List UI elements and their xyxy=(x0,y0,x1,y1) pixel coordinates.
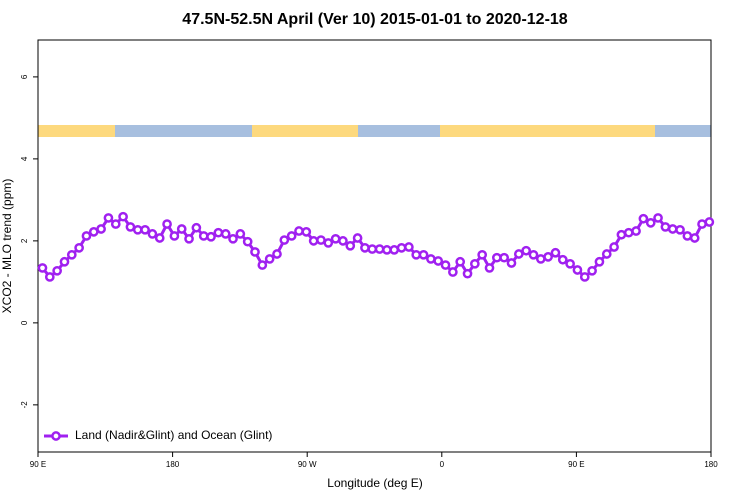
data-point xyxy=(81,231,92,241)
data-point xyxy=(572,265,583,275)
data-point xyxy=(198,231,209,241)
data-point xyxy=(162,219,172,229)
data-point xyxy=(631,226,641,236)
data-point xyxy=(579,272,590,282)
data-point xyxy=(242,236,253,247)
data-point xyxy=(147,229,158,239)
data-point xyxy=(345,240,356,251)
data-point xyxy=(521,245,531,256)
data-point xyxy=(374,244,385,254)
data-point xyxy=(169,231,180,241)
data-point xyxy=(404,242,414,252)
data-point xyxy=(176,224,187,234)
x-tick-label: 90 E xyxy=(30,460,46,469)
data-point xyxy=(667,224,678,234)
y-tick-label: -2 xyxy=(20,401,29,409)
land-ocean-strip xyxy=(38,125,711,137)
data-point xyxy=(96,224,106,234)
data-point xyxy=(543,252,553,262)
legend-marker xyxy=(51,431,61,441)
data-point xyxy=(220,229,231,239)
data-point xyxy=(557,254,568,265)
x-axis-label: Longitude (deg E) xyxy=(327,476,422,490)
y-tick-label: 6 xyxy=(20,74,29,79)
data-point xyxy=(154,233,165,243)
legend-label: Land (Nadir&Glint) and Ocean (Glint) xyxy=(75,428,272,442)
x-tick-label: 0 xyxy=(440,460,445,469)
data-point xyxy=(213,227,224,238)
data-point xyxy=(323,238,334,248)
data-point xyxy=(513,249,524,259)
data-point xyxy=(433,256,444,266)
data-point xyxy=(184,233,194,244)
data-point xyxy=(623,227,634,238)
data-point xyxy=(565,258,575,269)
data-point xyxy=(59,256,70,267)
data-point xyxy=(587,265,597,276)
data-point xyxy=(257,260,268,270)
data-point xyxy=(352,233,363,243)
data-point xyxy=(418,249,429,260)
data-point xyxy=(338,236,348,246)
y-tick-label: 4 xyxy=(20,156,29,161)
data-point xyxy=(653,213,663,223)
x-tick-label: 90 E xyxy=(568,460,584,469)
data-point xyxy=(279,235,290,245)
data-point xyxy=(74,242,84,253)
x-tick-label: 180 xyxy=(704,460,718,469)
data-point xyxy=(550,247,561,258)
data-point xyxy=(264,254,275,264)
data-point xyxy=(448,267,458,277)
data-point xyxy=(44,272,55,282)
data-point xyxy=(191,222,202,233)
data-point xyxy=(272,249,282,259)
data-point xyxy=(37,263,48,273)
y-tick-label: 0 xyxy=(20,320,29,325)
data-point xyxy=(103,213,114,223)
data-point xyxy=(601,249,612,259)
data-point xyxy=(286,231,297,241)
data-point xyxy=(499,252,510,263)
data-point xyxy=(689,233,700,243)
data-point xyxy=(484,263,495,273)
data-point xyxy=(609,242,619,252)
data-point xyxy=(360,242,370,253)
x-tick-label: 90 W xyxy=(298,460,317,469)
data-point xyxy=(470,258,480,269)
data-point xyxy=(396,242,407,253)
data-point xyxy=(66,249,77,260)
data-point xyxy=(250,247,260,257)
y-tick-label: 2 xyxy=(20,238,29,243)
data-point xyxy=(455,256,466,267)
data-point xyxy=(235,229,246,239)
data-point xyxy=(206,231,216,242)
x-tick-label: 180 xyxy=(166,460,180,469)
data-point xyxy=(440,260,451,270)
data-point xyxy=(140,224,150,235)
data-point xyxy=(704,217,715,227)
data-point xyxy=(506,258,517,268)
chart-title: 47.5N-52.5N April (Ver 10) 2015-01-01 to… xyxy=(182,11,568,28)
data-point xyxy=(52,265,62,276)
data-point xyxy=(228,233,238,244)
data-point xyxy=(462,268,473,279)
data-point xyxy=(308,236,319,246)
y-axis-label: XCO2 - MLO trend (ppm) xyxy=(0,179,14,314)
data-point xyxy=(645,217,656,228)
data-point xyxy=(294,226,304,236)
data-point xyxy=(528,249,539,260)
data-point xyxy=(301,227,312,237)
data-point xyxy=(110,219,121,229)
data-point xyxy=(118,211,128,222)
plot-frame xyxy=(37,39,712,453)
data-point xyxy=(638,213,649,224)
data-point xyxy=(594,256,605,267)
data-point xyxy=(477,249,488,260)
data-point xyxy=(675,224,685,235)
